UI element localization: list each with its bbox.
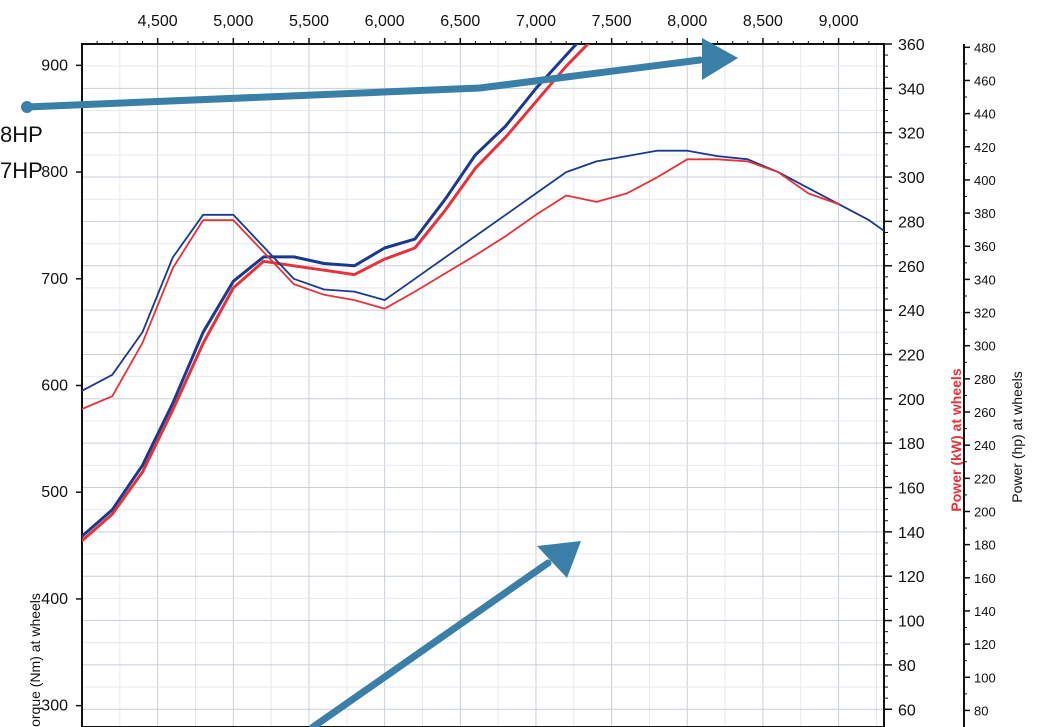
left-axis-title: orque (Nm) at wheels: [27, 593, 43, 727]
hp-tick-label: 200: [974, 504, 996, 519]
top-arrow-head: [702, 38, 738, 80]
left-tick-label: 900: [41, 57, 68, 74]
axes: 4,500 5,000 5,500 6,000 6,500 7,000 7,500 8,000…: [27, 13, 1025, 727]
x-tick-label: 6,500: [440, 13, 480, 30]
hp-tick-label: 320: [974, 306, 996, 321]
kw-tick-label: 220: [898, 347, 925, 364]
hp-tick-label: 300: [974, 339, 996, 354]
kw-tick-label: 100: [898, 614, 925, 631]
series: [82, 44, 884, 543]
kw-tick-label: 240: [898, 303, 925, 320]
left-tick-label: 700: [41, 271, 68, 288]
note-7hp: 7HP: [0, 158, 43, 183]
kw-tick-label: 260: [898, 259, 925, 276]
left-tick-label: 800: [41, 164, 68, 181]
top-arrow-shaft: [23, 56, 704, 111]
x-tick-label: 8,000: [667, 13, 707, 30]
x-tick-label: 6,000: [365, 13, 405, 30]
kw-tick-label: 80: [898, 658, 916, 675]
hp-tick-label: 340: [974, 272, 996, 287]
hp-tick-label: 100: [974, 670, 996, 685]
hp-tick-label: 400: [974, 173, 996, 188]
grid: [82, 44, 884, 727]
kw-tick-label: 360: [898, 37, 925, 54]
x-tick-label: 7,000: [516, 13, 556, 30]
left-tick-label: 400: [41, 591, 68, 608]
bottom-arrow-head: [537, 541, 581, 578]
blue-torque-line: [82, 149, 884, 392]
hp-tick-label: 120: [974, 637, 996, 652]
hp-tick-label: 260: [974, 405, 996, 420]
left-tick-label: 500: [41, 484, 68, 501]
kw-tick-label: 60: [898, 702, 916, 719]
kw-tick-label: 340: [898, 81, 925, 98]
left-tick-label: 300: [41, 698, 68, 715]
kw-tick-label: 280: [898, 214, 925, 231]
kw-tick-label: 320: [898, 126, 925, 143]
hp-axis-title: Power (hp) at wheels: [1009, 371, 1025, 503]
x-tick-label: 7,500: [592, 13, 632, 30]
blue-power-line: [82, 44, 579, 538]
red-power-line: [82, 44, 590, 543]
kw-tick-label: 200: [898, 392, 925, 409]
x-tick-label: 5,000: [213, 13, 253, 30]
kw-axis-title: Power (kW) at wheels: [948, 368, 964, 511]
hp-tick-label: 480: [974, 40, 996, 55]
kw-tick-label: 140: [898, 525, 925, 542]
x-tick-label: 4,500: [138, 13, 178, 30]
hp-tick-label: 360: [974, 239, 996, 254]
hp-tick-label: 460: [974, 73, 996, 88]
hp-tick-label: 280: [974, 372, 996, 387]
x-tick-label: 8,500: [743, 13, 783, 30]
note-8hp: 8HP: [0, 122, 43, 147]
hp-tick-label: 180: [974, 538, 996, 553]
left-tick-label: 600: [41, 378, 68, 395]
hp-tick-label: 240: [974, 438, 996, 453]
hp-tick-label: 420: [974, 140, 996, 155]
hp-tick-label: 160: [974, 571, 996, 586]
kw-tick-label: 300: [898, 170, 925, 187]
hp-tick-label: 380: [974, 206, 996, 221]
x-tick-label: 9,000: [819, 13, 859, 30]
red-torque-line: [82, 158, 840, 410]
hp-tick-label: 80: [974, 703, 988, 718]
hp-tick-label: 440: [974, 107, 996, 122]
kw-tick-label: 120: [898, 569, 925, 586]
kw-tick-label: 180: [898, 436, 925, 453]
kw-tick-label: 160: [898, 481, 925, 498]
hp-tick-label: 220: [974, 471, 996, 486]
x-tick-label: 5,500: [289, 13, 329, 30]
hp-tick-label: 140: [974, 604, 996, 619]
bottom-arrow-shaft: [309, 559, 552, 727]
annotations: [21, 38, 738, 727]
